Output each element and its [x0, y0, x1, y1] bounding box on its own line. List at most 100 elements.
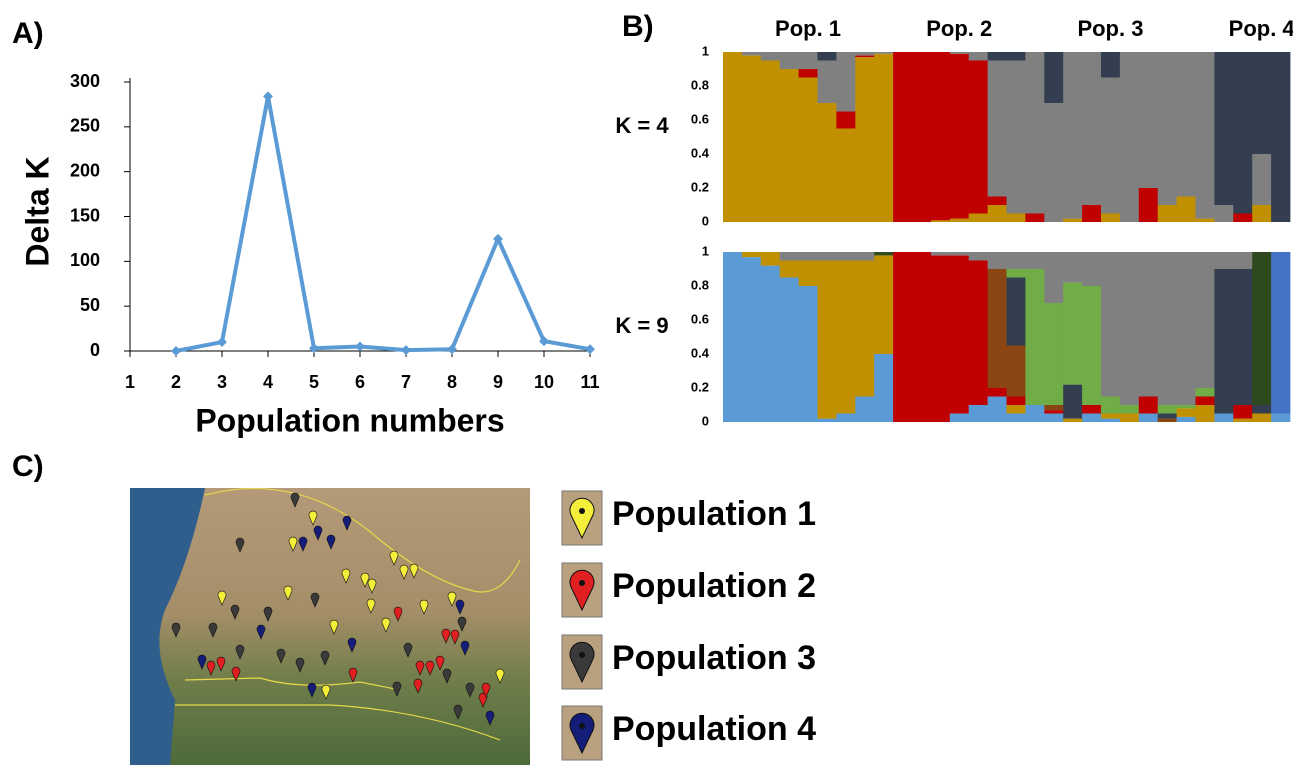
bar-segment: [818, 261, 837, 419]
marker: [309, 343, 319, 353]
bar-segment: [1120, 52, 1139, 222]
group-label: Pop. 4: [1229, 16, 1293, 41]
bar-segment: [931, 252, 950, 255]
bar-segment: [1063, 283, 1082, 385]
map-legend: Population 1Population 2Population 3Popu…: [562, 491, 816, 760]
bar-segment: [1139, 52, 1158, 188]
bar-segment: [969, 405, 988, 422]
bar-segment: [836, 112, 855, 129]
bar-segment: [818, 61, 837, 104]
bar-segment: [1025, 405, 1044, 422]
legend-label: Population 3: [612, 639, 816, 677]
bar-segment: [1044, 103, 1063, 222]
line: [176, 96, 590, 351]
bar-segment: [1063, 385, 1082, 419]
bar-segment: [1233, 269, 1252, 405]
x-tick-label: 8: [447, 372, 457, 392]
bar-segment: [1082, 405, 1101, 414]
bar-segment: [893, 252, 912, 422]
bar-segment: [1271, 252, 1290, 414]
bar-segment: [1044, 405, 1063, 410]
bar-segment: [761, 52, 780, 61]
bar-segment: [988, 205, 1007, 222]
bar-segment: [799, 52, 818, 69]
bar-segment: [1025, 269, 1044, 405]
bar-segment: [1025, 214, 1044, 223]
bar-segment: [912, 252, 931, 422]
bar-segment: [874, 255, 893, 354]
bar-segment: [1101, 214, 1120, 223]
bar-segment: [1007, 346, 1026, 397]
marker: [585, 344, 595, 354]
bar-segment: [1177, 252, 1196, 405]
bar-segment: [1233, 419, 1252, 422]
bar-segment: [1120, 414, 1139, 423]
figure: A) B) C) Population 1Population 2Populat…: [0, 0, 1293, 765]
bar-segment: [874, 54, 893, 222]
bar-segment: [1044, 414, 1063, 423]
x-tick-label: 5: [309, 372, 319, 392]
bar-segment: [818, 252, 837, 261]
group-label: Pop. 3: [1077, 16, 1143, 41]
group-label: Pop. 1: [775, 16, 841, 41]
bar-segment: [1252, 405, 1271, 414]
bar-segment: [799, 69, 818, 78]
bar-segment: [931, 220, 950, 222]
bar-segment: [855, 52, 874, 55]
y-tick-label: 0: [90, 340, 100, 360]
bar-segment: [1196, 219, 1215, 222]
bar-segment: [1158, 405, 1177, 414]
legend-label: Population 1: [612, 495, 816, 533]
bar-segment: [1082, 252, 1101, 286]
bar-segment: [855, 261, 874, 397]
bar-segment: [1082, 205, 1101, 222]
bar-segment: [1007, 61, 1026, 214]
bar-segment: [799, 252, 818, 261]
bar-segment: [780, 261, 799, 278]
bar-segment: [1252, 154, 1271, 205]
bar-segment: [1044, 52, 1063, 103]
bar-segment: [1044, 303, 1063, 405]
bar-segment: [780, 52, 799, 69]
bar-segment: [799, 286, 818, 422]
bar-segment: [1214, 52, 1233, 205]
bar-segment: [1158, 52, 1177, 205]
bar-segment: [988, 197, 1007, 206]
bar-segment: [1139, 188, 1158, 222]
bar-segment: [1252, 252, 1271, 405]
legend-icon-dot: [579, 580, 585, 586]
panel-label: B): [622, 10, 654, 43]
bar-segment: [1158, 205, 1177, 222]
x-tick-label: 10: [534, 372, 554, 392]
bar-segment: [950, 52, 969, 54]
legend-label: Population 2: [612, 567, 816, 605]
bar-segment: [1139, 252, 1158, 397]
bar-segment: [1177, 408, 1196, 417]
marker: [217, 337, 227, 347]
bar-segment: [1214, 269, 1233, 414]
bar-segment: [1007, 52, 1026, 61]
bar-segment: [1252, 52, 1271, 154]
bar-segment: [1007, 405, 1026, 414]
bar-segment: [931, 52, 950, 220]
bar-segment: [1025, 52, 1044, 214]
bar-segment: [1196, 252, 1215, 388]
bar-segment: [1196, 52, 1215, 219]
bar-segment: [1139, 397, 1158, 414]
bar-segment: [742, 257, 761, 422]
bar-segment: [874, 252, 893, 255]
bar-segment: [988, 388, 1007, 397]
bar-segment: [761, 61, 780, 223]
x-tick-label: 2: [171, 372, 181, 392]
bar-segment: [1063, 252, 1082, 283]
bar-segment: [1214, 205, 1233, 222]
bar-segment: [1007, 214, 1026, 223]
bar-segment: [893, 52, 912, 222]
marker: [263, 91, 273, 101]
bar-segment: [780, 69, 799, 222]
y-tick-label: 100: [70, 250, 100, 270]
bar-segment: [950, 54, 969, 219]
x-tick-label: 4: [263, 372, 273, 392]
x-tick-label: 3: [217, 372, 227, 392]
bar-segment: [1196, 405, 1215, 422]
